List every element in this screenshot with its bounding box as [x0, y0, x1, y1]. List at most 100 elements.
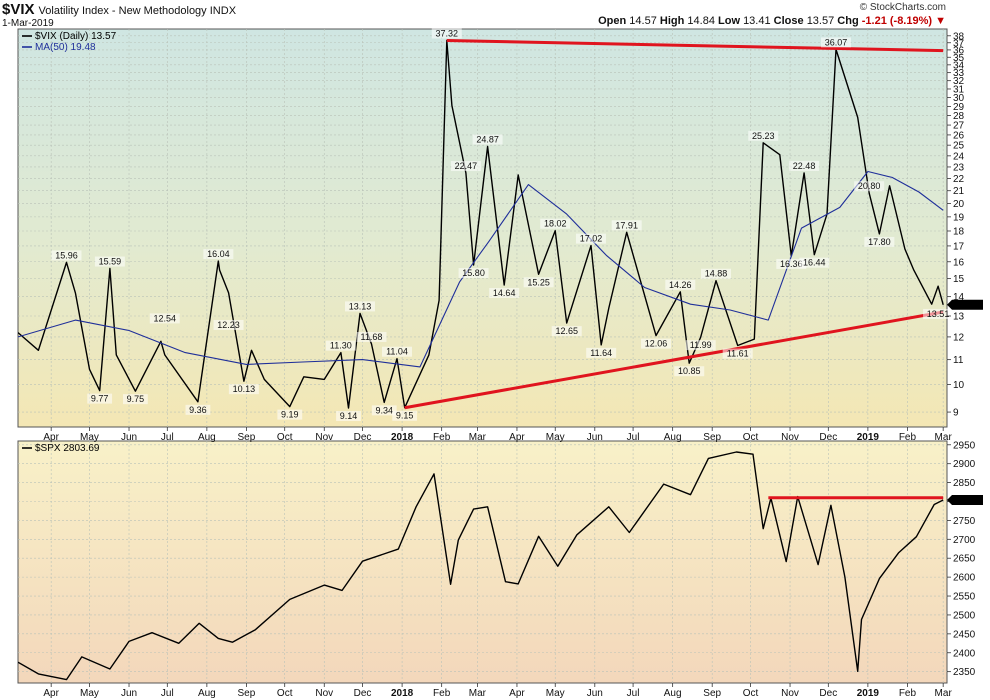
spx-ytick-label: 2850 [953, 478, 976, 489]
spx-ytick-label: 2550 [953, 592, 976, 603]
vix-ytick-label: 24 [953, 151, 965, 162]
vix-legend-label: MA(50) 19.48 [35, 42, 96, 53]
vix-xtick-label: May [546, 432, 565, 443]
vix-xtick-label: May [80, 432, 99, 443]
vix-ytick-label: 34 [953, 60, 965, 71]
index-name: Volatility Index - New Methodology [38, 5, 207, 17]
vix-data-label-bg [431, 28, 462, 39]
down-arrow-icon: ▼ [935, 15, 946, 27]
spx-legend-label: $SPX 2803.69 [35, 443, 100, 454]
vix-xtick-label: Aug [198, 432, 216, 443]
vix-trendline [404, 310, 944, 410]
spx-xtick-label: Nov [315, 688, 333, 699]
chg-value: -1.21 (-8.19%) [861, 15, 933, 27]
vix-data-label: 25.23 [752, 131, 775, 141]
vix-ytick-label: 11 [953, 355, 964, 366]
vix-data-label-bg [489, 287, 520, 298]
vix-data-label: 15.59 [99, 257, 122, 267]
spx-ytick-label: 2450 [953, 629, 976, 640]
vix-ytick-label: 13 [953, 312, 965, 323]
vix-ytick-label: 36 [953, 45, 965, 56]
vix-data-label-bg [149, 313, 180, 324]
vix-xtick-label: Sep [238, 432, 256, 443]
vix-data-label: 13.13 [349, 301, 372, 311]
vix-data-label: 12.06 [645, 339, 668, 349]
spx-panel [17, 440, 948, 684]
vix-data-label: 11.99 [690, 340, 712, 350]
vix-data-label-bg [923, 308, 954, 319]
close-label: Close [773, 15, 804, 27]
vix-data-label: 37.32 [436, 29, 459, 39]
vix-data-label-bg [51, 250, 82, 261]
brand-watermark: © StockCharts.com [859, 2, 946, 13]
vix-xtick-label: Dec [354, 432, 372, 443]
vix-ytick-label: 12 [953, 332, 965, 343]
vix-data-label: 36.07 [825, 37, 848, 47]
vix-data-label-bg [586, 347, 617, 358]
vix-data-label: 22.47 [455, 161, 478, 171]
vix-ytick-label: 15 [953, 274, 965, 285]
vix-data-label: 15.25 [527, 277, 550, 287]
vix-data-label-bg [382, 346, 413, 357]
vix-data-label: 9.36 [189, 405, 207, 415]
vix-data-label: 10.13 [233, 384, 256, 394]
spx-xtick-label: 2018 [391, 688, 414, 699]
vix-ytick-label: 16 [953, 257, 965, 268]
vix-data-label: 20.80 [858, 181, 881, 191]
vix-trendline [446, 39, 944, 53]
high-label: High [659, 15, 685, 27]
vix-xtick-label: 2019 [857, 432, 880, 443]
vix-data-label: 11.64 [590, 348, 612, 358]
spx-xtick-label: May [80, 688, 99, 699]
vix-data-label-bg [820, 37, 851, 48]
vix-ytick-label: 19 [953, 212, 965, 223]
vix-data-label: 12.23 [217, 320, 240, 330]
spx-ytick-label: 2400 [953, 648, 976, 659]
vix-data-label-bg [799, 257, 830, 268]
vix-data-label-bg [575, 233, 606, 244]
vix-data-label-bg [665, 279, 696, 290]
vix-data-label: 11.68 [361, 332, 383, 342]
spx-ytick-label: 2500 [953, 610, 976, 621]
spx-xtick-label: Sep [238, 688, 256, 699]
vix-data-label-bg [185, 404, 211, 415]
spx-xtick-label: Apr [43, 688, 59, 699]
spx-xtick-label: Dec [819, 688, 837, 699]
vix-data-label: 9.77 [91, 394, 109, 404]
spx-xtick-label: Aug [198, 688, 216, 699]
vix-data-label: 22.48 [793, 161, 816, 171]
spx-ytick-label: 2750 [953, 516, 976, 527]
vix-xtick-label: Jun [587, 432, 603, 443]
vix-ytick-label: 38 [953, 31, 965, 42]
vix-data-label-bg [344, 301, 375, 312]
vix-data-label-bg [325, 340, 356, 351]
vix-data-label-bg [722, 348, 753, 359]
vix-data-label-bg [641, 338, 672, 349]
spx-xtick-label: Jun [121, 688, 137, 699]
vix-data-label-bg [864, 236, 895, 247]
vix-data-label-bg [94, 256, 125, 267]
vix-data-label-bg [213, 319, 244, 330]
vix-ytick-label: 23 [953, 162, 965, 173]
vix-data-label-bg [203, 249, 234, 260]
vix-xtick-label: Feb [433, 432, 451, 443]
symbol: $VIX [2, 1, 35, 18]
vix-ytick-label: 29 [953, 102, 965, 113]
vix-data-label-bg [450, 161, 481, 172]
spx-ytick-label: 2650 [953, 554, 976, 565]
vix-data-label-bg [523, 277, 554, 288]
vix-xtick-label: Oct [743, 432, 759, 443]
chart-title: $VIX Volatility Index - New Methodology I… [2, 1, 236, 18]
vix-xtick-label: Sep [703, 432, 721, 443]
vix-ytick-label: 14 [953, 292, 965, 303]
vix-ytick-label: 17 [953, 241, 965, 252]
vix-data-label: 9.14 [340, 411, 358, 421]
vix-data-label-bg [392, 410, 418, 421]
vix-ytick-label: 9 [953, 408, 959, 419]
open-value: 14.57 [629, 15, 657, 27]
vix-ytick-label: 30 [953, 93, 965, 104]
vix-ytick-label: 32 [953, 76, 965, 87]
vix-xtick-label: Dec [819, 432, 837, 443]
low-value: 13.41 [743, 15, 771, 27]
